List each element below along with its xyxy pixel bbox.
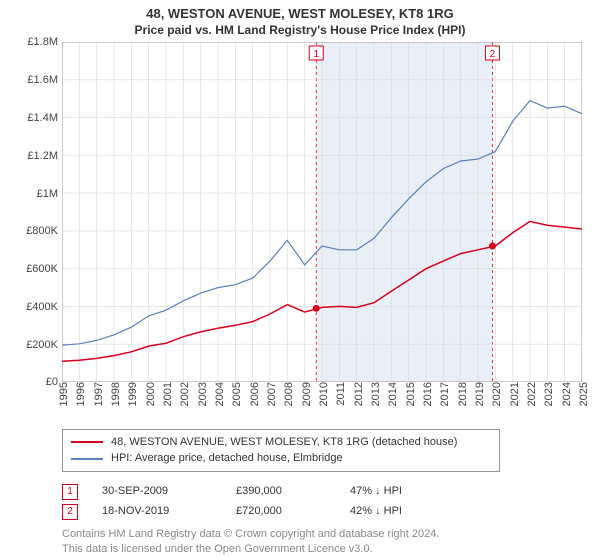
annotation-price: £390,000 [236, 482, 326, 502]
annotation-date: 18-NOV-2019 [102, 502, 212, 522]
y-tick-label: £1.8M [10, 36, 58, 48]
legend-label: HPI: Average price, detached house, Elmb… [111, 450, 343, 467]
legend-label: 48, WESTON AVENUE, WEST MOLESEY, KT8 1RG… [111, 434, 457, 451]
x-tick-label: 2025 [578, 382, 600, 406]
page-title: 48, WESTON AVENUE, WEST MOLESEY, KT8 1RG [10, 6, 590, 23]
y-tick-label: £1.4M [10, 112, 58, 124]
line-chart: 12 [62, 42, 582, 382]
annotation-row: 1 30-SEP-2009 £390,000 47% ↓ HPI [62, 482, 590, 502]
page-subtitle: Price paid vs. HM Land Registry's House … [10, 23, 590, 39]
y-tick-label: £1M [10, 188, 58, 200]
footer-line-1: Contains HM Land Registry data © Crown c… [62, 527, 590, 541]
svg-text:1: 1 [313, 49, 319, 60]
y-tick-label: £1.2M [10, 150, 58, 162]
y-tick-label: £0 [10, 376, 58, 388]
annotation-delta: 47% ↓ HPI [350, 482, 402, 502]
annotation-date: 30-SEP-2009 [102, 482, 212, 502]
legend-row: 48, WESTON AVENUE, WEST MOLESEY, KT8 1RG… [71, 434, 491, 451]
annotation-delta: 42% ↓ HPI [350, 502, 402, 522]
footer-licence: Contains HM Land Registry data © Crown c… [62, 527, 590, 556]
legend-swatch [71, 441, 103, 443]
legend-swatch [71, 458, 103, 460]
annotations-table: 1 30-SEP-2009 £390,000 47% ↓ HPI 2 18-NOV-201… [62, 482, 590, 522]
svg-text:2: 2 [490, 49, 496, 60]
annotation-row: 2 18-NOV-2019 £720,000 42% ↓ HPI [62, 502, 590, 522]
annotation-marker: 1 [62, 484, 78, 500]
legend-box: 48, WESTON AVENUE, WEST MOLESEY, KT8 1RG… [62, 429, 500, 472]
footer-line-2: This data is licensed under the Open Gov… [62, 542, 590, 556]
y-tick-label: £800K [10, 225, 58, 237]
legend-row: HPI: Average price, detached house, Elmb… [71, 450, 491, 467]
y-tick-label: £400K [10, 301, 58, 313]
chart-container: 12 £0£200K£400K£600K£800K£1M£1.2M£1.4M£1… [10, 42, 590, 406]
y-tick-label: £600K [10, 263, 58, 275]
annotation-marker: 2 [62, 504, 78, 520]
y-tick-label: £200K [10, 339, 58, 351]
y-tick-label: £1.6M [10, 74, 58, 86]
annotation-price: £720,000 [236, 502, 326, 522]
